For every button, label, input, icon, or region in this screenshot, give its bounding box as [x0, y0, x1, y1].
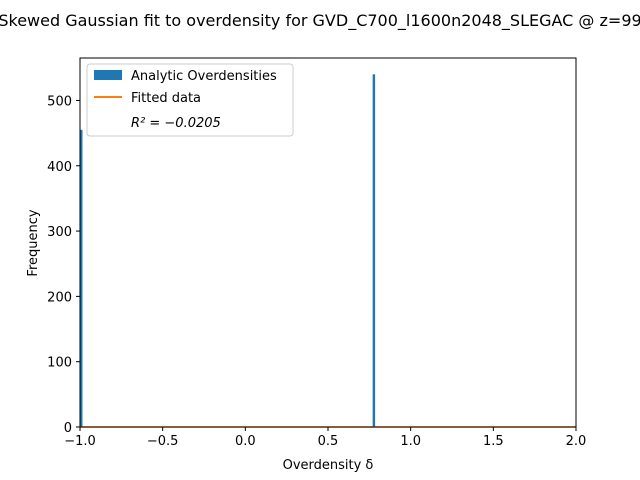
x-axis-label: Overdensity δ	[283, 458, 374, 473]
legend-box	[86, 63, 294, 137]
x-tick-label: 0.5	[318, 434, 339, 449]
x-axis-ticks: −1.0 −0.5 0.0 0.5 1.0 1.5 2.0	[64, 427, 586, 449]
y-tick-label: 0	[64, 421, 72, 436]
histogram-bars	[80, 74, 376, 428]
y-tick-label: 500	[47, 94, 72, 109]
x-tick-label: 2.0	[566, 434, 587, 449]
y-tick-label: 200	[47, 290, 72, 305]
legend-label-analytic: Analytic Overdensities	[131, 69, 277, 84]
chart-title: Skewed Gaussian fit to overdensity for G…	[0, 11, 640, 31]
y-tick-label: 400	[47, 160, 72, 175]
x-tick-label: 0.0	[235, 434, 256, 449]
legend: Analytic Overdensities Fitted data R² = …	[86, 63, 294, 137]
y-tick-label: 100	[47, 356, 72, 371]
legend-r-squared: R² = −0.0205	[131, 116, 221, 131]
legend-swatch-analytic	[94, 70, 122, 80]
histogram-bar	[372, 74, 376, 428]
y-axis-label: Frequency	[26, 209, 41, 276]
y-tick-label: 300	[47, 225, 72, 240]
y-axis-ticks: 0 100 200 300 400 500	[47, 94, 80, 436]
x-tick-label: 1.0	[400, 434, 421, 449]
x-tick-label: 1.5	[483, 434, 504, 449]
x-tick-label: −0.5	[147, 434, 179, 449]
histogram-bar	[80, 129, 83, 428]
legend-label-fitted: Fitted data	[131, 91, 201, 106]
x-tick-label: −1.0	[64, 434, 96, 449]
